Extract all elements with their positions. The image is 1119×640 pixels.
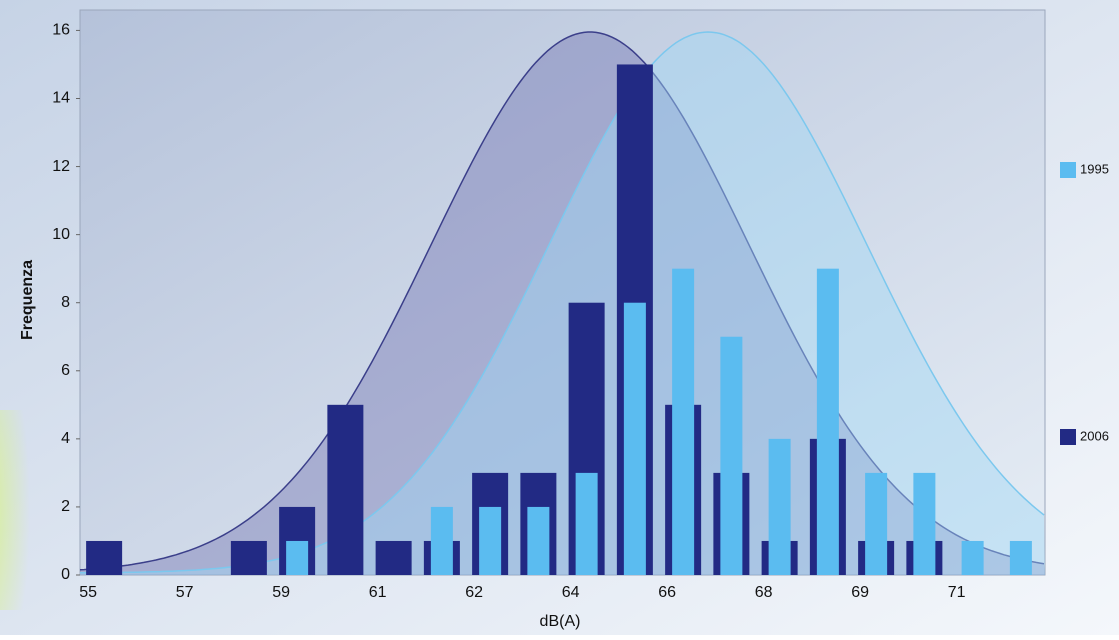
y-tick-label: 10 [52, 226, 70, 243]
bar [86, 540, 123, 575]
x-tick-label: 64 [562, 584, 580, 601]
bar [768, 438, 791, 575]
bar [913, 472, 936, 575]
y-tick-label: 2 [61, 498, 70, 515]
y-tick-label: 12 [52, 158, 70, 175]
y-axis-label: Frequenza [19, 260, 36, 340]
y-tick-label: 14 [52, 90, 70, 107]
bar [575, 472, 598, 575]
legend-label: 2006 [1080, 428, 1109, 443]
bar [286, 540, 309, 575]
x-axis-label: dB(A) [540, 613, 581, 630]
x-tick-label: 62 [465, 584, 483, 601]
bar [375, 540, 412, 575]
bar [230, 540, 267, 575]
x-tick-label: 61 [369, 584, 387, 601]
x-tick-label: 59 [272, 584, 290, 601]
bar [961, 540, 984, 575]
x-tick-label: 55 [79, 584, 97, 601]
x-tick-label: 71 [948, 584, 966, 601]
y-tick-label: 6 [61, 362, 70, 379]
bar [327, 404, 364, 575]
y-tick-label: 4 [61, 430, 70, 447]
x-tick-label: 68 [755, 584, 773, 601]
fit-curve [80, 32, 1045, 575]
bar [527, 506, 550, 575]
y-tick-label: 8 [61, 294, 70, 311]
bar [720, 336, 743, 575]
bar [479, 506, 502, 575]
bar [430, 506, 453, 575]
legend-label: 1995 [1080, 161, 1109, 176]
x-tick-label: 66 [658, 584, 676, 601]
bar [672, 268, 695, 575]
legend-swatch [1060, 162, 1076, 178]
fit-curve [80, 32, 1045, 575]
legend-swatch [1060, 429, 1076, 445]
x-tick-label: 69 [851, 584, 869, 601]
bar [1009, 540, 1032, 575]
y-tick-label: 16 [52, 22, 70, 39]
bar [865, 472, 888, 575]
x-tick-label: 57 [176, 584, 194, 601]
glow [0, 410, 30, 610]
bar [816, 268, 839, 575]
y-tick-label: 0 [61, 566, 70, 583]
bar [623, 302, 646, 575]
